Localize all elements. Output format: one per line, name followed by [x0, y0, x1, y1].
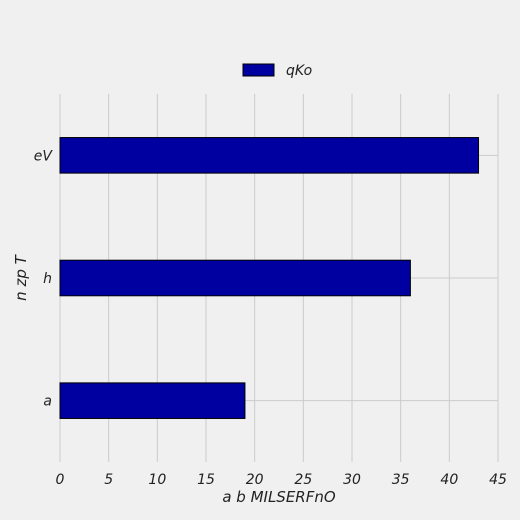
x-tick-label: 15 [197, 472, 215, 488]
x-tick-labels: 0 5 10 15 20 25 30 35 40 45 [56, 472, 507, 488]
x-tick-label: 30 [343, 472, 361, 488]
x-tick-label: 10 [148, 472, 166, 488]
x-tick-label: 25 [294, 472, 312, 488]
x-tick-label: 40 [440, 472, 458, 488]
x-tick-label: 35 [392, 472, 410, 488]
x-axis-label: a b MILSERFnO [222, 488, 336, 506]
y-axis-label: n zp T [12, 253, 30, 300]
x-tick-label: 45 [489, 472, 507, 488]
bar-h [59, 259, 411, 297]
legend: qKo [242, 63, 312, 79]
bar-layer [59, 137, 480, 419]
bar-ev [59, 137, 480, 174]
legend-swatch [242, 63, 275, 77]
y-tick-label: a [43, 394, 52, 410]
x-tick-label: 5 [104, 472, 113, 488]
legend-label: qKo [286, 63, 312, 79]
bar-a [59, 382, 246, 419]
y-tick-label: h [43, 271, 52, 287]
x-tick-label: 20 [246, 472, 264, 488]
x-tick-label: 0 [56, 472, 65, 488]
y-tick-labels: a h eV [34, 148, 54, 409]
y-tick-label: eV [34, 148, 54, 164]
